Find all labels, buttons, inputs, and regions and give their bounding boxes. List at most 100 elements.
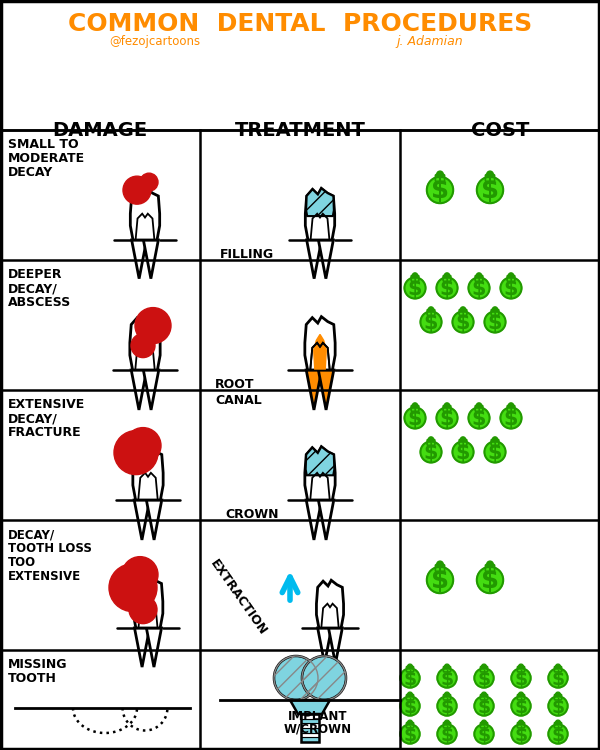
FancyBboxPatch shape: [481, 694, 488, 700]
Text: FRACTURE: FRACTURE: [8, 426, 82, 439]
Circle shape: [487, 561, 493, 568]
Text: DAMAGE: DAMAGE: [52, 121, 148, 140]
Text: SMALL TO: SMALL TO: [8, 138, 79, 151]
FancyBboxPatch shape: [443, 667, 451, 672]
Polygon shape: [329, 628, 343, 664]
Circle shape: [476, 403, 482, 408]
Circle shape: [114, 430, 158, 475]
Circle shape: [445, 692, 449, 697]
Circle shape: [475, 724, 494, 744]
Text: $: $: [408, 409, 422, 429]
Polygon shape: [305, 447, 335, 500]
Text: $: $: [481, 568, 499, 594]
Circle shape: [548, 668, 568, 688]
Polygon shape: [306, 188, 334, 216]
Text: $: $: [478, 698, 491, 716]
Circle shape: [437, 171, 443, 178]
Text: $: $: [403, 698, 416, 716]
FancyBboxPatch shape: [443, 722, 451, 728]
Text: $: $: [456, 313, 470, 333]
Text: $: $: [472, 409, 486, 429]
Circle shape: [493, 307, 497, 312]
Circle shape: [437, 696, 457, 715]
Polygon shape: [143, 370, 159, 410]
Text: COST: COST: [471, 121, 529, 140]
Text: MISSING: MISSING: [8, 658, 67, 671]
Circle shape: [445, 664, 449, 669]
Circle shape: [122, 556, 158, 592]
Polygon shape: [316, 580, 344, 628]
FancyBboxPatch shape: [436, 565, 445, 572]
Circle shape: [452, 311, 473, 332]
Circle shape: [400, 696, 419, 715]
FancyBboxPatch shape: [406, 694, 413, 700]
Text: $: $: [478, 670, 491, 688]
Circle shape: [475, 696, 494, 715]
Text: $: $: [488, 313, 502, 333]
Text: $: $: [472, 279, 486, 299]
Circle shape: [428, 437, 434, 442]
Circle shape: [500, 407, 521, 428]
Text: $: $: [488, 443, 502, 463]
Polygon shape: [305, 316, 335, 370]
Circle shape: [437, 724, 457, 744]
Circle shape: [129, 596, 157, 624]
Polygon shape: [319, 240, 334, 279]
Circle shape: [556, 664, 560, 669]
Circle shape: [511, 668, 530, 688]
Circle shape: [302, 656, 346, 700]
FancyBboxPatch shape: [443, 694, 451, 700]
Circle shape: [428, 307, 434, 312]
Text: $: $: [440, 279, 454, 299]
Circle shape: [487, 171, 493, 178]
Text: $: $: [440, 670, 454, 688]
Text: $: $: [403, 725, 416, 745]
FancyBboxPatch shape: [459, 310, 467, 315]
Polygon shape: [314, 334, 326, 369]
FancyBboxPatch shape: [411, 275, 419, 281]
Polygon shape: [146, 628, 161, 667]
Text: DECAY/: DECAY/: [8, 528, 55, 541]
FancyBboxPatch shape: [554, 667, 562, 672]
FancyBboxPatch shape: [436, 175, 445, 181]
Text: TOOTH: TOOTH: [8, 672, 57, 685]
Polygon shape: [305, 447, 334, 476]
Circle shape: [484, 311, 506, 332]
Polygon shape: [130, 188, 160, 240]
Circle shape: [518, 692, 523, 697]
FancyBboxPatch shape: [475, 406, 483, 411]
Circle shape: [404, 407, 425, 428]
Circle shape: [508, 403, 514, 408]
Circle shape: [460, 307, 466, 312]
FancyBboxPatch shape: [481, 722, 488, 728]
FancyBboxPatch shape: [301, 723, 319, 728]
Circle shape: [125, 427, 161, 464]
Circle shape: [412, 273, 418, 278]
Text: CROWN: CROWN: [225, 508, 278, 521]
Circle shape: [109, 564, 157, 612]
FancyBboxPatch shape: [301, 737, 319, 742]
Text: EXTRACTION: EXTRACTION: [207, 558, 269, 638]
Text: $: $: [481, 178, 499, 204]
Circle shape: [436, 278, 458, 298]
Polygon shape: [290, 700, 330, 714]
Circle shape: [482, 664, 487, 669]
Circle shape: [445, 273, 449, 278]
Circle shape: [508, 273, 514, 278]
Text: $: $: [551, 725, 565, 745]
Circle shape: [437, 561, 443, 568]
Circle shape: [493, 437, 497, 442]
Polygon shape: [130, 316, 160, 370]
Circle shape: [400, 668, 419, 688]
Polygon shape: [319, 500, 334, 540]
Text: $: $: [551, 698, 565, 716]
Text: TOOTH LOSS: TOOTH LOSS: [8, 542, 92, 555]
Polygon shape: [131, 240, 146, 279]
Polygon shape: [133, 447, 163, 500]
Circle shape: [518, 664, 523, 669]
FancyBboxPatch shape: [485, 175, 494, 181]
Circle shape: [511, 724, 530, 744]
Text: $: $: [504, 409, 518, 429]
Circle shape: [445, 720, 449, 725]
Text: EXTENSIVE: EXTENSIVE: [8, 398, 85, 411]
